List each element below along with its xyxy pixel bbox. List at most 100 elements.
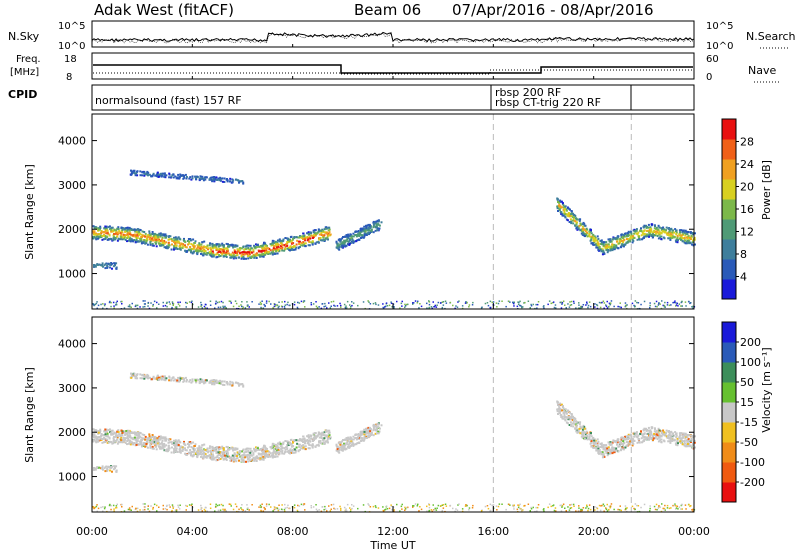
velocity-point xyxy=(312,447,314,449)
power-point xyxy=(578,228,580,230)
power-point xyxy=(238,306,240,308)
velocity-point xyxy=(118,441,120,443)
velocity-point xyxy=(684,438,686,440)
velocity-point xyxy=(152,448,154,450)
power-point xyxy=(115,233,117,235)
velocity-point xyxy=(292,442,294,444)
power-point xyxy=(191,243,193,245)
power-point xyxy=(357,305,359,307)
power-point xyxy=(173,303,175,305)
velocity-point xyxy=(687,436,689,438)
power-point xyxy=(143,173,145,175)
power-point xyxy=(606,306,608,308)
power-point xyxy=(313,303,315,305)
power-point xyxy=(620,234,622,236)
power-point xyxy=(132,303,134,305)
velocity-point xyxy=(684,442,686,444)
velocity-point xyxy=(627,438,629,440)
power-point xyxy=(498,303,500,305)
power-point xyxy=(472,302,474,304)
power-point xyxy=(210,301,212,303)
velocity-point xyxy=(567,417,569,419)
power-point xyxy=(156,307,158,309)
velocity-point xyxy=(323,437,325,439)
power-point xyxy=(248,252,250,254)
power-point xyxy=(676,304,678,306)
power-point xyxy=(607,246,609,248)
power-point xyxy=(649,305,651,307)
power-point xyxy=(104,228,106,230)
power-point xyxy=(655,233,657,235)
velocity-point xyxy=(320,442,322,444)
power-point xyxy=(202,247,204,249)
power-point xyxy=(493,301,495,303)
velocity-point xyxy=(258,453,260,455)
power-point xyxy=(617,306,619,308)
colorbar-swatch xyxy=(722,259,736,280)
power-point xyxy=(549,300,551,302)
velocity-point xyxy=(651,426,653,428)
power-point xyxy=(561,214,563,216)
power-point xyxy=(122,229,124,231)
velocity-point xyxy=(243,449,245,451)
power-point xyxy=(674,300,676,302)
velocity-point xyxy=(560,414,562,416)
velocity-point xyxy=(643,429,645,431)
power-point xyxy=(213,177,215,179)
power-point xyxy=(169,301,171,303)
power-point xyxy=(443,304,445,306)
power-point xyxy=(662,227,664,229)
velocity-point xyxy=(228,449,230,451)
power-point xyxy=(124,231,126,233)
power-point xyxy=(583,304,585,306)
power-point xyxy=(653,230,655,232)
power-point xyxy=(659,230,661,232)
power-point xyxy=(247,257,249,259)
power-point xyxy=(569,301,571,303)
velocity-point xyxy=(282,443,284,445)
power-point xyxy=(250,245,252,247)
power-point xyxy=(286,304,288,306)
velocity-point xyxy=(314,432,316,434)
power-point xyxy=(406,304,408,306)
power-point xyxy=(258,303,260,305)
nave-tick-bottom: 0 xyxy=(706,72,712,83)
freq-panel-frame xyxy=(92,53,694,79)
velocity-point xyxy=(556,401,558,403)
power-point xyxy=(579,218,581,220)
power-point xyxy=(608,238,610,240)
power-point xyxy=(194,242,196,244)
power-point xyxy=(654,225,656,227)
power-point xyxy=(528,301,530,303)
power-point xyxy=(240,304,242,306)
power-point xyxy=(168,242,170,244)
velocity-point xyxy=(564,416,566,418)
power-point xyxy=(611,300,613,302)
power-point xyxy=(641,234,643,236)
power-point xyxy=(188,241,190,243)
velocity-point xyxy=(131,374,133,376)
velocity-point xyxy=(326,435,328,437)
power-point xyxy=(278,306,280,308)
velocity-point xyxy=(100,434,102,436)
velocity-point xyxy=(632,443,634,445)
velocity-point xyxy=(673,435,675,437)
power-point xyxy=(610,240,612,242)
velocity-point xyxy=(144,446,146,448)
power-point xyxy=(272,242,274,244)
power-point xyxy=(513,303,515,305)
power-point xyxy=(563,204,565,206)
power-point xyxy=(216,253,218,255)
freq-label: Freq. xyxy=(16,54,41,65)
velocity-point xyxy=(616,444,618,446)
velocity-point xyxy=(168,442,170,444)
power-point xyxy=(284,301,286,303)
power-point xyxy=(355,240,357,242)
power-point xyxy=(270,249,272,251)
velocity-point xyxy=(590,432,592,434)
power-point xyxy=(584,235,586,237)
velocity-point xyxy=(243,461,245,463)
power-point xyxy=(203,179,205,181)
velocity-point xyxy=(305,448,307,450)
velocity-point xyxy=(319,440,321,442)
